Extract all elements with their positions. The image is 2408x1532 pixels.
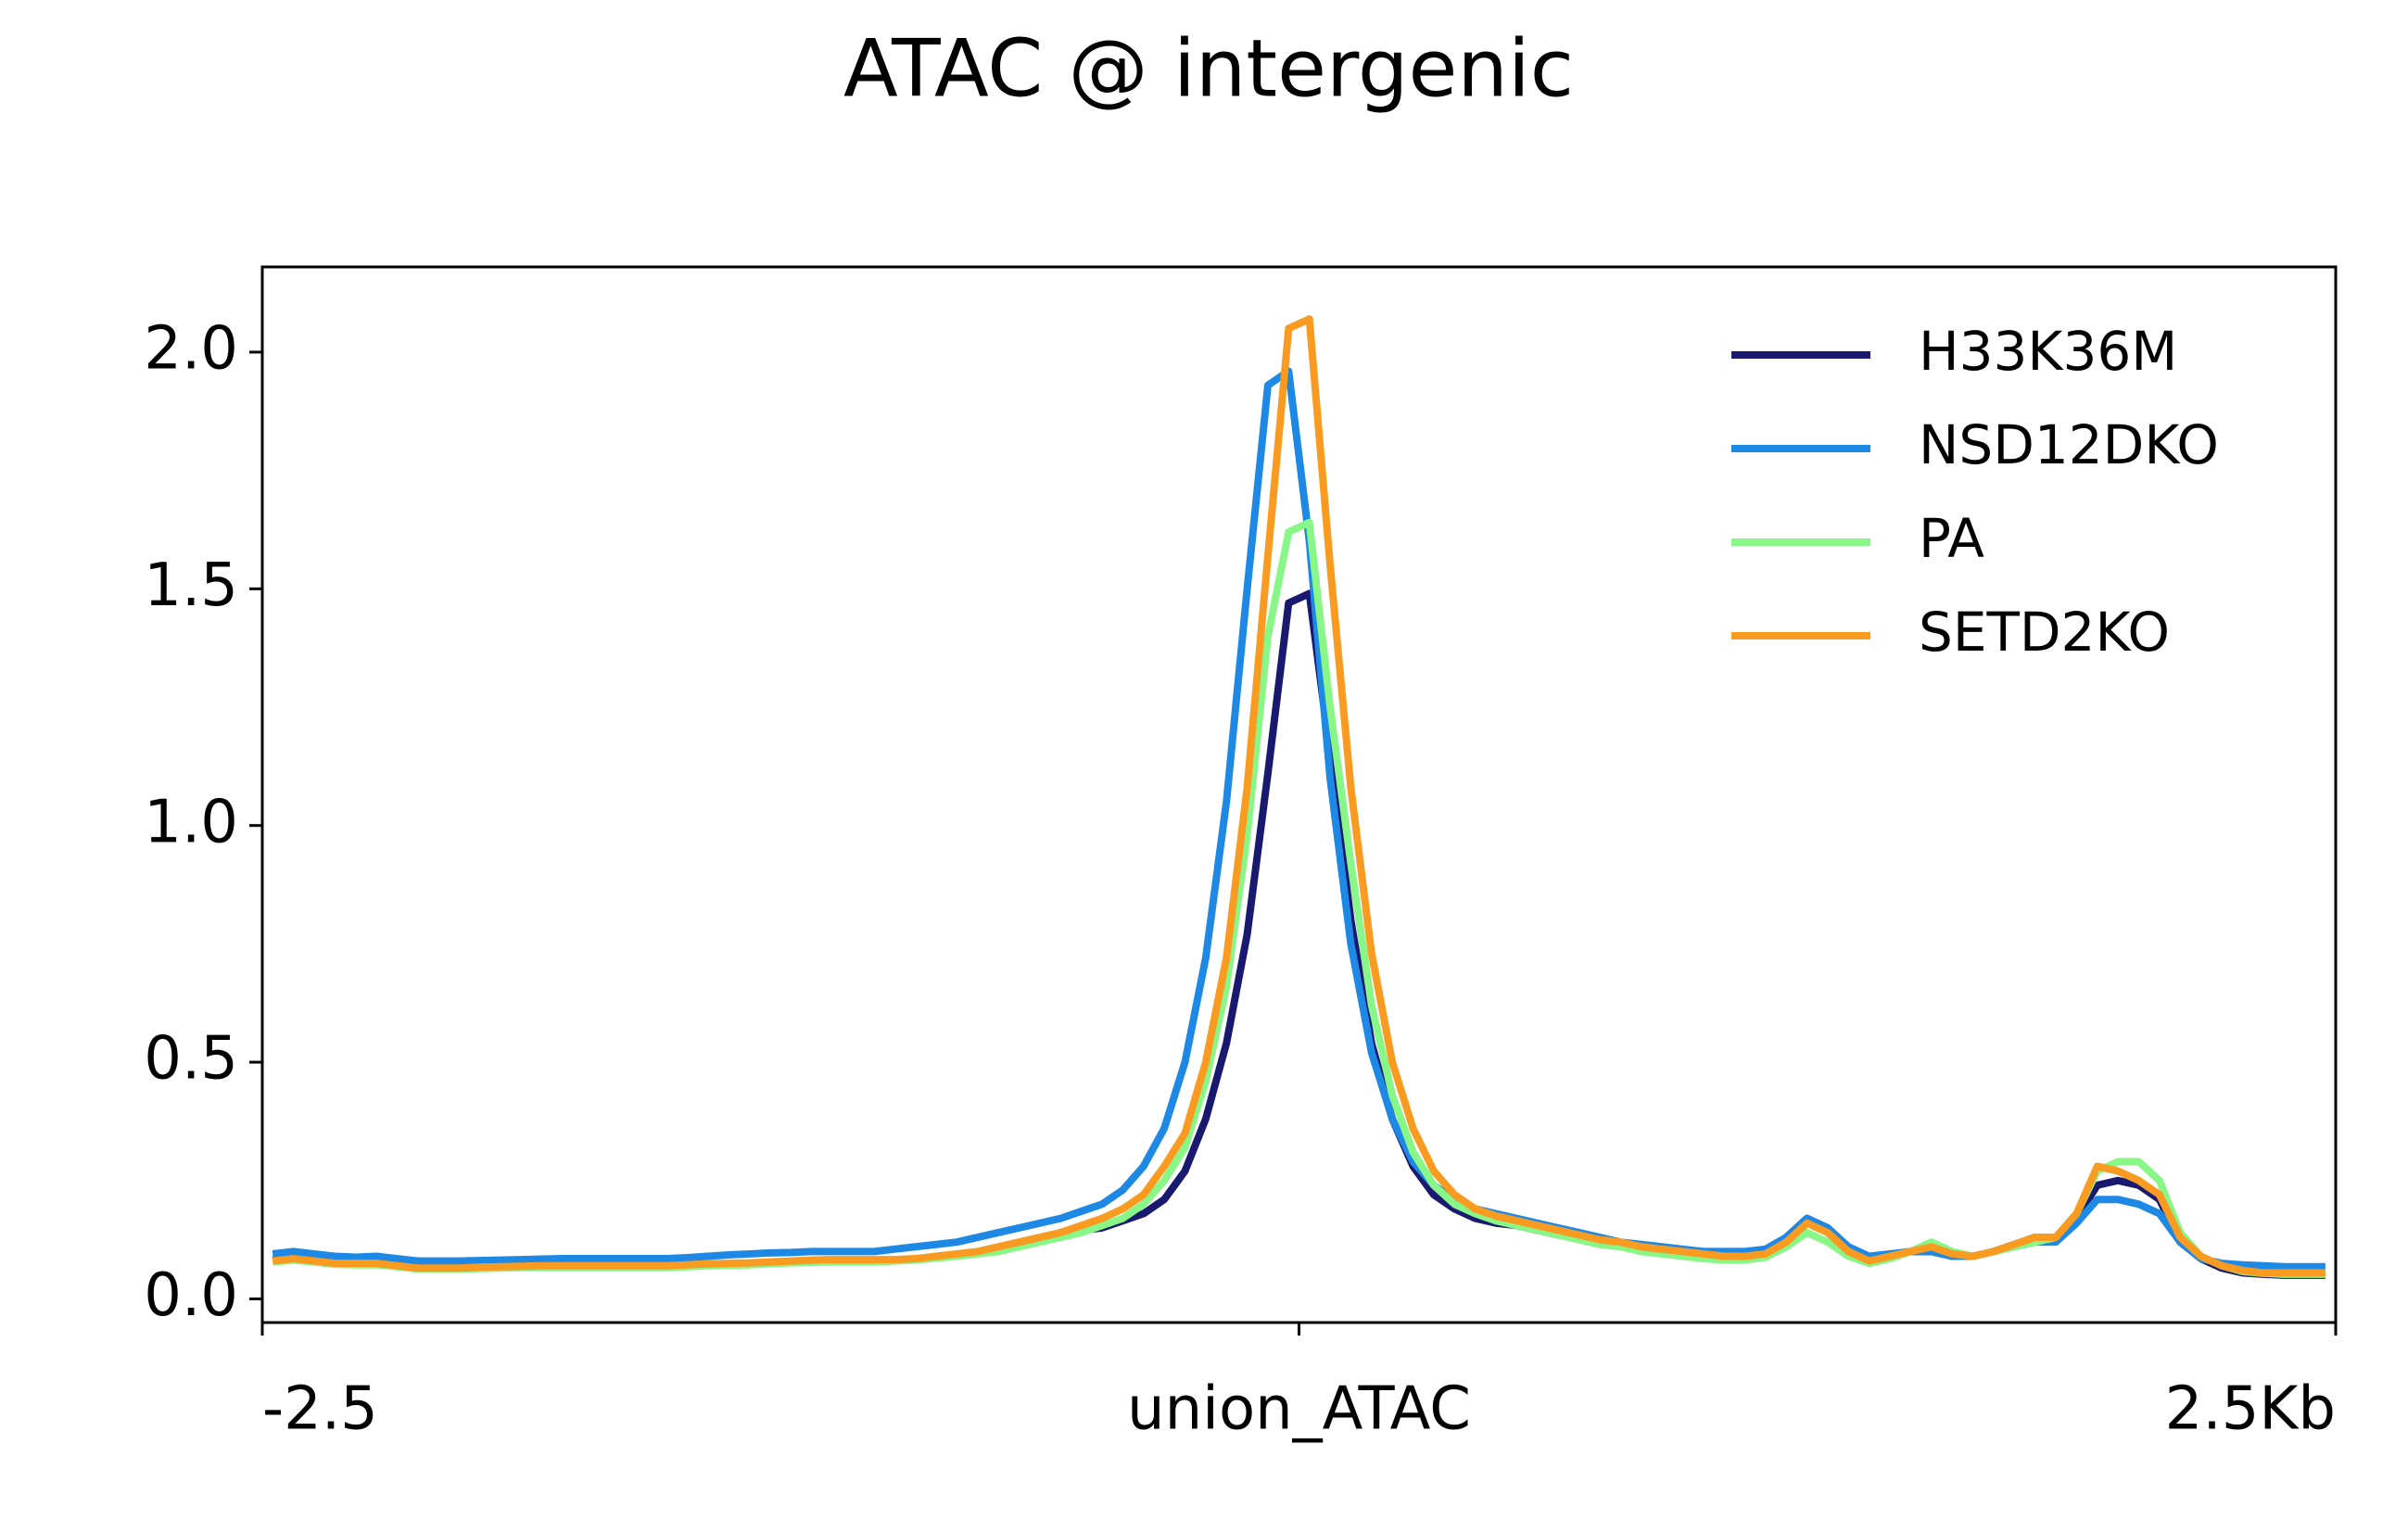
legend-label: NSD12DKO	[1919, 413, 2219, 476]
legend-label: SETD2KO	[1919, 601, 2170, 664]
legend-label: PA	[1919, 507, 1984, 570]
y-tick-label: 2.0	[144, 315, 238, 384]
y-tick-label: 0.0	[144, 1261, 238, 1330]
y-tick-label: 1.5	[144, 551, 238, 620]
y-tick-label: 0.5	[144, 1025, 238, 1094]
series-line	[272, 589, 2326, 1279]
y-tick-label: 1.0	[144, 788, 238, 856]
x-tick-label: union_ATAC	[1127, 1375, 1471, 1444]
legend-label: H33K36M	[1919, 320, 2177, 383]
plot-frame	[260, 265, 2338, 1324]
x-tick-label: 2.5Kb	[2165, 1375, 2336, 1444]
chart-title: ATAC @ intergenic	[843, 22, 1574, 115]
series-line	[272, 367, 2326, 1271]
series-line	[272, 315, 2326, 1277]
x-tick-label: -2.5	[262, 1375, 378, 1444]
legend: H33K36M NSD12DKO PA SETD2KO	[1731, 320, 2219, 664]
